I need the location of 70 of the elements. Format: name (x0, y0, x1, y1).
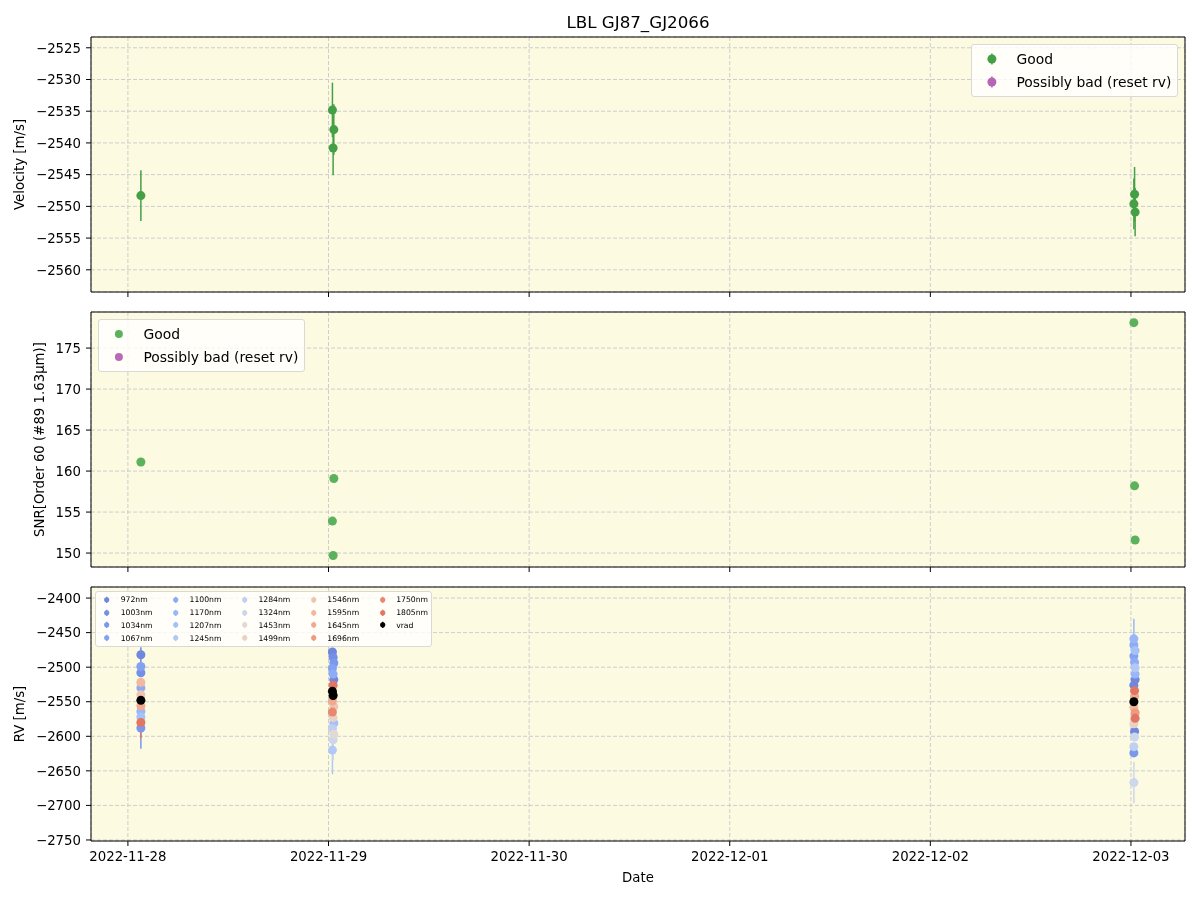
point (136, 695, 146, 705)
point (1130, 686, 1140, 696)
y-tick-label: −2550 (36, 199, 81, 215)
y-axis-title: RV [m/s] (11, 685, 27, 743)
y-tick-label: −2560 (36, 262, 81, 278)
y-tick-label: −2550 (36, 694, 81, 710)
x-tick-label: 2022-12-03 (1092, 849, 1170, 865)
chart-title: LBL GJ87_GJ2066 (566, 12, 710, 32)
point (1129, 318, 1139, 328)
y-tick-label: −2540 (36, 135, 81, 151)
point (1129, 199, 1139, 209)
point (1129, 634, 1139, 644)
point (329, 473, 339, 483)
point (1129, 742, 1139, 752)
point (327, 707, 337, 717)
x-axis-title: Date (622, 869, 654, 885)
y-tick-label: −2500 (36, 659, 81, 675)
legend-label: Good (1016, 50, 1054, 67)
point (1130, 207, 1140, 217)
y-axis-title: Velocity [m/s] (11, 118, 27, 211)
y-tick-label: 175 (55, 340, 81, 356)
point (327, 105, 337, 115)
y-axis-title: SNR[Order 60 (#89 1.63μm)] (31, 342, 47, 537)
y-tick-label: −2450 (36, 625, 81, 641)
point (1130, 535, 1140, 545)
x-tick-label: 2022-11-29 (289, 849, 368, 865)
point (328, 143, 338, 153)
point (1130, 646, 1140, 656)
legend-label: Possibly bad (reset rv) (143, 348, 299, 366)
y-tick-label: 155 (55, 504, 81, 520)
y-tick-label: −2600 (36, 729, 81, 745)
x-tick-label: 2022-12-01 (691, 849, 769, 865)
point (1129, 778, 1139, 788)
point (328, 669, 338, 679)
point (1130, 663, 1140, 673)
point (136, 457, 146, 467)
point (328, 691, 338, 701)
y-tick-label: 160 (55, 463, 81, 479)
y-tick-label: −2535 (36, 103, 81, 119)
y-tick-label: −2750 (36, 832, 81, 848)
point (329, 125, 339, 135)
point (1129, 697, 1139, 707)
y-tick-label: −2545 (36, 167, 81, 183)
legend-label: Possibly bad (reset rv) (1016, 73, 1172, 91)
y-tick-label: −2555 (36, 230, 81, 246)
y-tick-label: −2700 (36, 798, 81, 814)
point (1130, 189, 1140, 199)
point (136, 717, 146, 727)
point (328, 551, 338, 561)
point (136, 650, 146, 660)
y-tick-label: 150 (55, 545, 81, 561)
point (329, 729, 339, 739)
point (136, 677, 146, 687)
y-tick-label: −2650 (36, 763, 81, 779)
x-tick-label: 2022-12-02 (891, 849, 969, 865)
point (327, 745, 337, 755)
x-tick-label: 2022-11-28 (89, 849, 167, 865)
y-tick-label: 170 (55, 381, 81, 397)
x-tick-label: 2022-11-30 (490, 849, 568, 865)
point (1130, 732, 1140, 742)
y-tick-label: −2530 (36, 72, 81, 88)
point (327, 516, 337, 526)
point (1130, 481, 1140, 491)
point (136, 661, 146, 671)
y-tick-label: −2400 (36, 590, 81, 606)
legend-label: Good (143, 325, 181, 342)
point (1130, 713, 1140, 723)
y-tick-label: 165 (55, 422, 81, 438)
y-tick-label: −2525 (36, 40, 81, 56)
point (136, 191, 146, 201)
